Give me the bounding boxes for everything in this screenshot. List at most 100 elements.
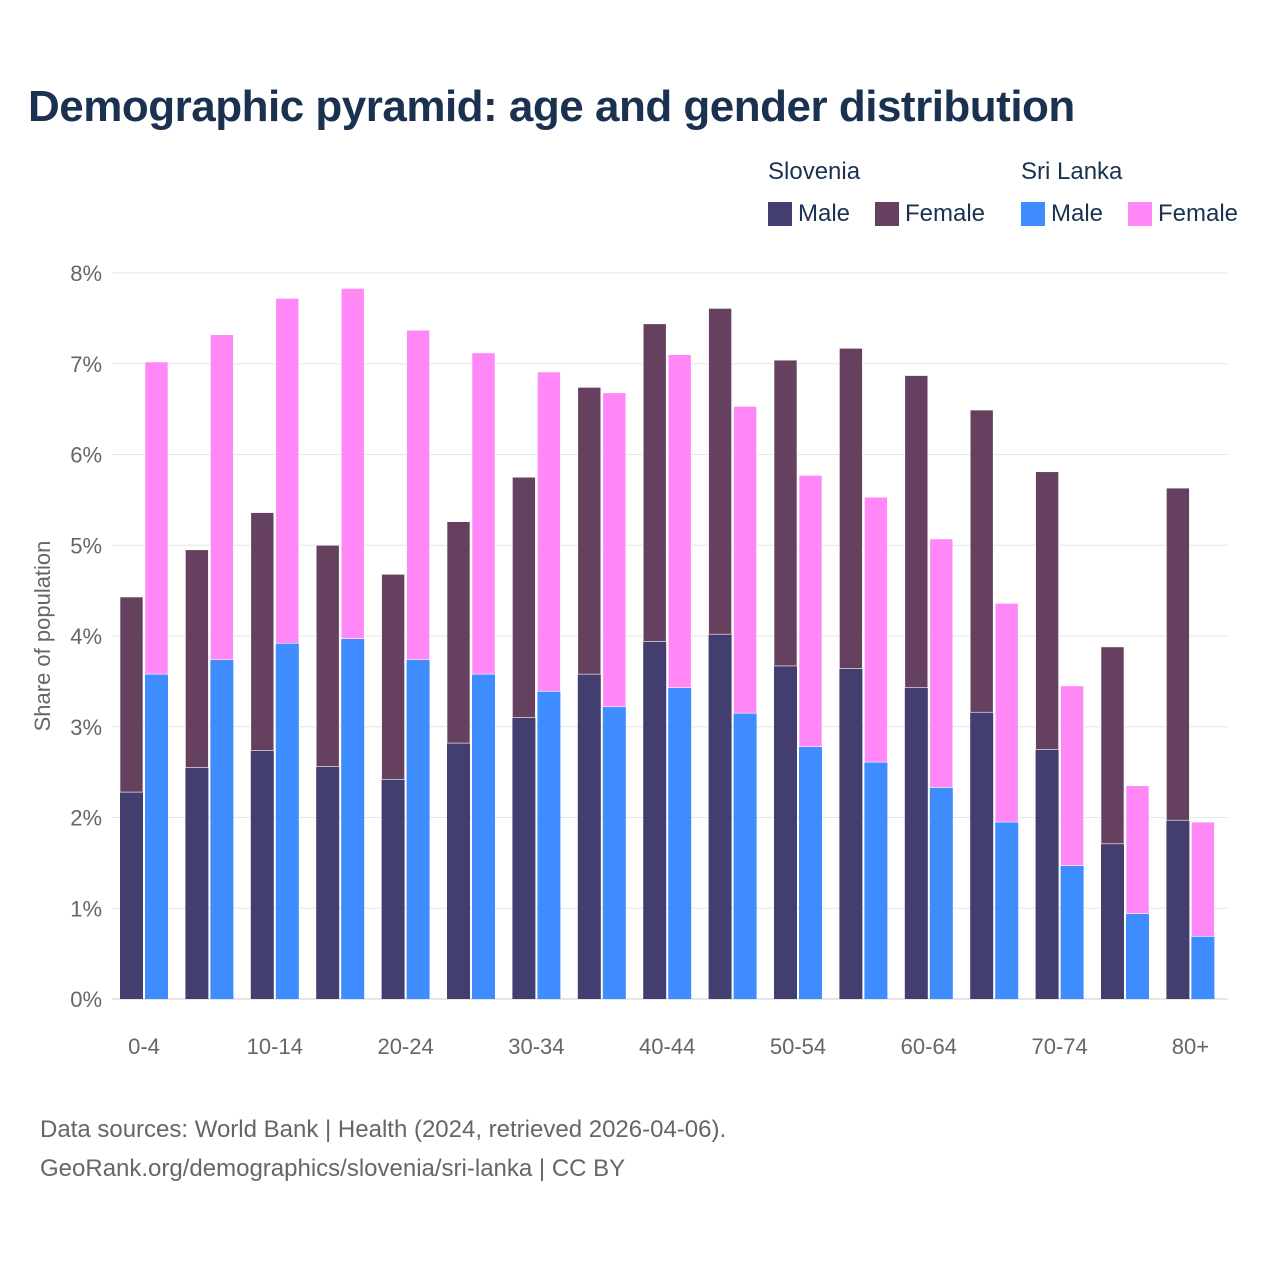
bar-slovenia-male: [577, 674, 601, 999]
bar-sri-lanka-male: [602, 706, 626, 999]
y-tick-label: 8%: [70, 261, 102, 286]
bar-sri-lanka-male: [1191, 936, 1215, 999]
bar-slovenia-male: [839, 668, 863, 999]
bar-slovenia-female: [185, 549, 209, 768]
legend-group-slovenia: Slovenia: [768, 158, 861, 185]
bar-slovenia-male: [316, 766, 340, 999]
bar-slovenia-female: [969, 409, 994, 713]
bar-slovenia-male: [643, 641, 667, 999]
bar-sri-lanka-male: [537, 691, 561, 999]
legend-label: Female: [1158, 200, 1239, 227]
bar-sri-lanka-male: [406, 659, 430, 999]
bar-sri-lanka-female: [275, 298, 300, 644]
y-tick-label: 0%: [70, 987, 102, 1012]
y-tick-label: 3%: [70, 715, 102, 740]
bar-sri-lanka-female: [1191, 821, 1215, 937]
legend-swatch: [875, 202, 899, 226]
bar-sri-lanka-female: [929, 538, 954, 788]
x-tick-label: 30-34: [508, 1034, 564, 1059]
x-tick-label: 70-74: [1031, 1034, 1087, 1059]
y-axis-label: Share of population: [30, 541, 55, 732]
legend-label: Male: [1051, 200, 1104, 227]
bar-sri-lanka-male: [145, 674, 168, 999]
y-tick-label: 5%: [70, 533, 102, 558]
bar-slovenia-female: [315, 544, 340, 767]
bar-slovenia-female: [642, 323, 667, 642]
bar-sri-lanka-female: [602, 392, 627, 708]
bar-sri-lanka-male: [733, 713, 757, 999]
legend-item-sri-lanka-male[interactable]: Male: [1021, 200, 1103, 228]
bar-slovenia-male: [381, 779, 405, 999]
bar-sri-lanka-female: [667, 354, 692, 689]
bar-slovenia-female: [773, 359, 798, 667]
bar-slovenia-male: [774, 665, 797, 999]
legend-item-sri-lanka-female[interactable]: Female: [1128, 200, 1238, 228]
bar-sri-lanka-male: [799, 746, 822, 999]
source-link[interactable]: GeoRank.org/demographics/slovenia/sri-la…: [40, 1155, 626, 1182]
bar-slovenia-female: [381, 573, 405, 780]
x-tick-label: 20-24: [377, 1034, 433, 1059]
bar-slovenia-male: [250, 750, 274, 999]
bar-sri-lanka-female: [1125, 785, 1150, 914]
bar-sri-lanka-male: [864, 762, 888, 999]
bar-slovenia-male: [185, 767, 209, 999]
bar-sri-lanka-male: [341, 638, 365, 999]
bar-sri-lanka-female: [210, 334, 234, 660]
bar-slovenia-female: [1035, 471, 1059, 750]
legend-item-slovenia-male[interactable]: Male: [768, 200, 850, 228]
bar-sri-lanka-male: [668, 687, 692, 999]
legend-swatch: [768, 202, 792, 226]
bar-slovenia-male: [708, 634, 732, 999]
bar-slovenia-female: [839, 348, 863, 669]
y-tick-label: 1%: [70, 896, 102, 921]
y-tick-label: 2%: [70, 806, 102, 831]
chart-title: Demographic pyramid: age and gender dist…: [28, 82, 1075, 131]
bar-slovenia-male: [1035, 749, 1059, 999]
x-tick-label: 60-64: [901, 1034, 957, 1059]
bar-slovenia-male: [1166, 820, 1190, 999]
legend-swatch: [1128, 202, 1152, 226]
x-tick-label: 10-14: [247, 1034, 303, 1059]
bar-slovenia-female: [250, 512, 275, 751]
bar-sri-lanka-female: [144, 361, 169, 675]
bar-sri-lanka-male: [275, 643, 299, 999]
source-note: Data sources: World Bank | Health (2024,…: [40, 1116, 727, 1143]
bar-slovenia-male: [904, 687, 928, 999]
y-tick-label: 7%: [70, 352, 102, 377]
bar-sri-lanka-female: [406, 329, 430, 660]
bar-slovenia-female: [1100, 646, 1125, 845]
y-tick-label: 6%: [70, 443, 102, 468]
x-tick-label: 0-4: [128, 1034, 160, 1059]
bar-slovenia-female: [446, 521, 471, 744]
bar-slovenia-female: [119, 596, 144, 793]
legend-label: Female: [905, 200, 986, 227]
bar-slovenia-female: [708, 308, 732, 635]
legend-swatch: [1021, 202, 1045, 226]
bar-sri-lanka-female: [340, 288, 365, 640]
legend-item-slovenia-female[interactable]: Female: [875, 200, 985, 228]
bar-slovenia-female: [1166, 487, 1190, 821]
bar-slovenia-female: [512, 476, 536, 718]
bar-slovenia-female: [577, 387, 602, 675]
bar-slovenia-male: [1101, 843, 1124, 999]
x-tick-label: 80+: [1172, 1034, 1209, 1059]
x-tick-label: 40-44: [639, 1034, 695, 1059]
bar-sri-lanka-female: [537, 371, 561, 692]
bar-sri-lanka-female: [1060, 685, 1084, 866]
x-tick-label: 50-54: [770, 1034, 826, 1059]
bar-slovenia-male: [512, 717, 536, 999]
bar-sri-lanka-male: [210, 659, 234, 999]
bar-slovenia-male: [970, 712, 994, 999]
bar-sri-lanka-female: [733, 406, 757, 714]
legend-group-sri-lanka: Sri Lanka: [1021, 158, 1123, 185]
bar-slovenia-male: [120, 792, 143, 999]
bar-sri-lanka-male: [929, 787, 953, 999]
bar-sri-lanka-male: [995, 822, 1019, 999]
bar-sri-lanka-male: [472, 674, 495, 999]
bar-sri-lanka-male: [1060, 865, 1084, 999]
bar-sri-lanka-female: [864, 496, 888, 763]
bar-slovenia-male: [447, 743, 470, 999]
y-tick-label: 4%: [70, 624, 102, 649]
